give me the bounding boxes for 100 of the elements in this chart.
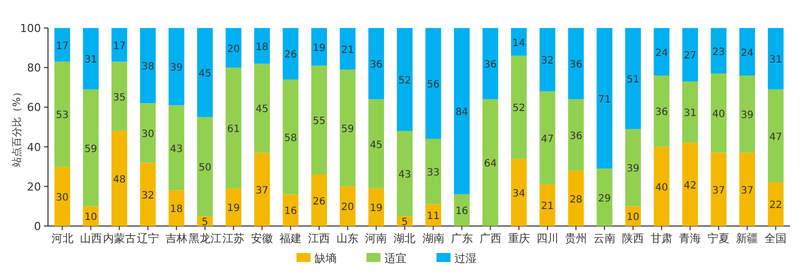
data-label: 17 xyxy=(112,40,126,52)
data-label: 36 xyxy=(484,60,497,71)
bar xyxy=(396,28,413,131)
data-label: 45 xyxy=(256,104,268,116)
bar xyxy=(768,182,784,226)
data-label: 38 xyxy=(142,62,154,73)
data-label: 29 xyxy=(598,193,611,204)
data-label: 39 xyxy=(626,164,640,175)
data-label: 31 xyxy=(684,108,696,120)
bar xyxy=(654,146,670,226)
data-label: 5 xyxy=(402,217,408,228)
x-tick-label: 安徽 xyxy=(251,232,274,245)
data-label: 24 xyxy=(740,48,754,59)
data-label: 28 xyxy=(570,194,582,206)
data-label: 47 xyxy=(769,132,782,143)
data-label: 37 xyxy=(712,185,726,196)
y-axis-title: 站点百分比（%） xyxy=(11,87,23,167)
bar xyxy=(112,62,128,131)
data-label: 84 xyxy=(455,107,468,118)
bar xyxy=(140,28,156,104)
data-label: 50 xyxy=(198,162,212,174)
x-tick-label: 辽宁 xyxy=(136,232,159,245)
bar xyxy=(340,186,356,226)
bar xyxy=(396,130,413,216)
bar xyxy=(768,89,784,182)
data-label: 26 xyxy=(312,196,326,208)
data-label: 71 xyxy=(598,94,611,106)
data-label: 58 xyxy=(284,132,297,144)
bar xyxy=(625,28,641,129)
data-label: 43 xyxy=(398,170,412,181)
data-label: 40 xyxy=(712,109,726,120)
bar xyxy=(168,105,184,190)
bar xyxy=(54,28,70,62)
data-label: 11 xyxy=(426,211,440,222)
data-label: 32 xyxy=(142,190,154,202)
x-tick-label: 吉林 xyxy=(165,232,188,245)
x-tick-label: 全国 xyxy=(764,232,787,245)
x-tick-label: 江西 xyxy=(308,232,330,245)
x-tick-label: 黑龙江 xyxy=(188,232,222,245)
bar xyxy=(710,74,726,153)
bar xyxy=(568,28,584,100)
bar xyxy=(282,194,298,226)
data-label: 26 xyxy=(284,50,297,61)
x-tick-label: 山东 xyxy=(336,232,359,245)
data-label: 59 xyxy=(341,124,354,135)
bar xyxy=(596,28,612,169)
bar xyxy=(340,28,356,70)
data-label: 48 xyxy=(112,174,126,186)
data-label: 42 xyxy=(684,180,696,192)
bar xyxy=(511,56,527,159)
bar xyxy=(311,66,327,175)
data-label: 56 xyxy=(426,79,440,90)
bar xyxy=(482,28,498,100)
bar xyxy=(254,64,270,153)
bar xyxy=(282,28,298,80)
data-label: 52 xyxy=(398,75,412,86)
bar xyxy=(168,190,184,226)
x-tick-label: 山西 xyxy=(80,232,102,245)
bar xyxy=(540,91,556,184)
data-label: 19 xyxy=(227,203,240,214)
data-label: 30 xyxy=(142,128,154,140)
data-label: 47 xyxy=(541,134,554,145)
bar xyxy=(739,28,756,76)
data-label: 20 xyxy=(227,44,240,55)
bar xyxy=(197,28,213,118)
bar xyxy=(226,188,242,226)
bar xyxy=(82,89,99,206)
bar xyxy=(511,158,527,226)
data-label: 16 xyxy=(455,206,468,218)
bar xyxy=(311,28,327,66)
data-label: 31 xyxy=(769,54,782,66)
x-tick-label: 广西 xyxy=(479,232,502,245)
x-tick-label: 云南 xyxy=(594,232,616,245)
legend-label: 适宜 xyxy=(384,252,406,265)
legend-label: 缺墒 xyxy=(314,252,336,265)
data-label: 37 xyxy=(256,185,268,196)
data-label: 52 xyxy=(512,103,526,114)
bar xyxy=(568,99,584,171)
data-label: 51 xyxy=(626,74,640,86)
x-tick-label: 福建 xyxy=(280,232,302,245)
bar xyxy=(568,170,584,226)
data-label: 24 xyxy=(655,48,668,59)
data-label: 39 xyxy=(740,110,754,122)
bar xyxy=(54,166,70,226)
x-tick-label: 重庆 xyxy=(508,232,530,245)
bar xyxy=(254,152,270,226)
data-label: 18 xyxy=(256,42,268,53)
bar xyxy=(112,28,128,62)
data-label: 31 xyxy=(84,54,98,66)
bar xyxy=(710,152,726,226)
data-label: 27 xyxy=(684,50,696,62)
bar xyxy=(368,28,384,100)
bar xyxy=(54,62,70,167)
bar xyxy=(654,76,670,147)
bar xyxy=(368,99,384,188)
x-tick-label: 内蒙古 xyxy=(102,232,136,245)
data-label: 22 xyxy=(769,200,782,212)
data-label: 39 xyxy=(170,62,183,74)
bar xyxy=(739,76,756,153)
bar xyxy=(254,28,270,64)
